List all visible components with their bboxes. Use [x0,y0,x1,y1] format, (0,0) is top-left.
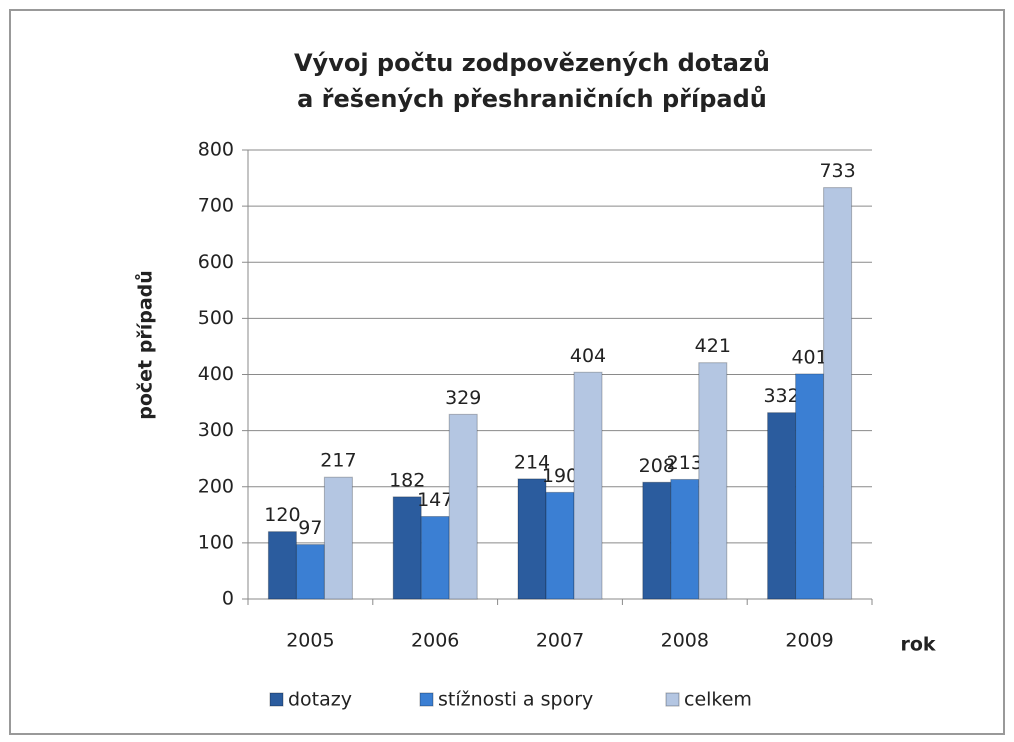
y-tick-label: 800 [198,139,234,161]
bar [517,478,547,600]
y-tick-label: 400 [198,363,234,385]
x-tick-label: 2009 [785,630,833,652]
data-label: 120 [264,504,300,526]
legend-label: stížnosti a spory [438,689,593,711]
x-tick-label: 2006 [411,630,459,652]
bar [823,187,853,600]
x-tick-label: 2005 [286,630,334,652]
y-tick-label: 500 [198,307,234,329]
bar [448,413,478,600]
data-label: 208 [639,455,675,477]
data-label: 401 [791,346,827,368]
y-tick-label: 700 [198,195,234,217]
x-tick-label: 2007 [536,630,584,652]
bar [295,544,325,600]
chart-title: Vývoj počtu zodpovězených dotazů [294,49,770,77]
data-label: 97 [298,517,322,539]
bar [698,362,728,600]
bar [767,412,797,600]
data-label: 182 [389,469,425,491]
data-label: 214 [514,451,550,473]
chart-frame [9,9,1005,735]
legend-swatch [665,692,680,707]
data-label: 147 [417,489,453,511]
y-axis-label: počet případů [134,270,157,420]
x-axis-label: rok [900,634,935,656]
legend-swatch [419,692,434,707]
x-tick-label: 2008 [661,630,709,652]
data-label: 404 [570,345,606,367]
y-tick-label: 200 [198,475,234,497]
legend-label: dotazy [288,689,352,711]
bar [573,371,603,600]
bar [267,531,297,600]
y-tick-label: 100 [198,531,234,553]
data-label: 213 [667,452,703,474]
bar [795,373,825,600]
chart-title: a řešených přeshraničních případů [297,85,767,113]
bar [420,515,450,600]
legend-swatch [269,692,284,707]
bar [323,476,353,600]
y-tick-label: 600 [198,251,234,273]
bar [670,478,700,600]
bar [642,481,672,600]
data-label: 329 [445,387,481,409]
bar [392,496,422,600]
data-label: 332 [763,385,799,407]
legend-label: celkem [684,689,752,711]
data-label: 733 [819,160,855,182]
y-tick-label: 300 [198,419,234,441]
data-label: 421 [695,335,731,357]
data-label: 190 [542,465,578,487]
bar [545,491,575,600]
data-label: 217 [320,450,356,472]
y-tick-label: 0 [222,588,234,610]
